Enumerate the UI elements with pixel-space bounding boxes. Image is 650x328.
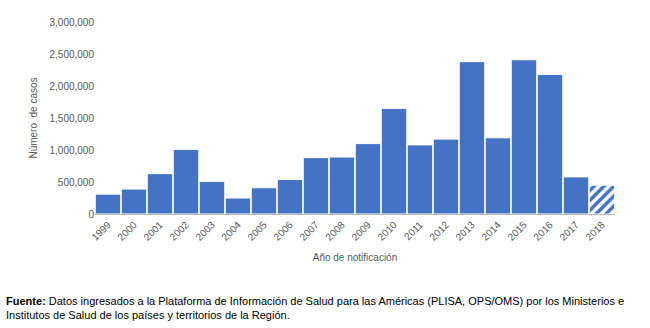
svg-text:500,000: 500,000 (58, 177, 95, 188)
svg-text:3,000,000: 3,000,000 (50, 17, 95, 28)
svg-text:2007: 2007 (297, 219, 321, 243)
svg-text:2000: 2000 (115, 219, 139, 243)
svg-text:2015: 2015 (505, 219, 529, 243)
svg-text:2003: 2003 (193, 219, 217, 243)
svg-text:2006: 2006 (271, 219, 295, 243)
svg-text:2,000,000: 2,000,000 (50, 81, 95, 92)
svg-text:2014: 2014 (479, 219, 503, 243)
svg-text:2011: 2011 (402, 219, 425, 242)
svg-text:2017: 2017 (557, 219, 581, 243)
svg-text:2008: 2008 (323, 219, 347, 243)
html-text:Fuente: Datos ingresados a la: Fuente: Datos ingresados a la Plataforma… (6, 295, 625, 321)
svg-text:2002: 2002 (167, 219, 191, 243)
svg-text:2,500,000: 2,500,000 (50, 49, 95, 60)
svg-text:1,500,000: 1,500,000 (50, 113, 95, 124)
svg-text:2004: 2004 (219, 219, 243, 243)
svg-text:Año de notificación: Año de notificación (313, 252, 398, 263)
svg-text:2005: 2005 (245, 219, 269, 243)
svg-text:2010: 2010 (375, 219, 399, 243)
svg-text:0: 0 (88, 209, 94, 220)
svg-text:Número de casos: Número de casos (28, 77, 39, 158)
svg-text:2013: 2013 (453, 219, 477, 243)
svg-text:2012: 2012 (427, 219, 451, 243)
svg-text:2016: 2016 (531, 219, 555, 243)
svg-text:2001: 2001 (141, 219, 165, 243)
svg-text:1,000,000: 1,000,000 (50, 145, 95, 156)
svg-text:2018: 2018 (583, 219, 607, 243)
svg-text:1999: 1999 (89, 219, 113, 243)
svg-text:2009: 2009 (349, 219, 373, 243)
